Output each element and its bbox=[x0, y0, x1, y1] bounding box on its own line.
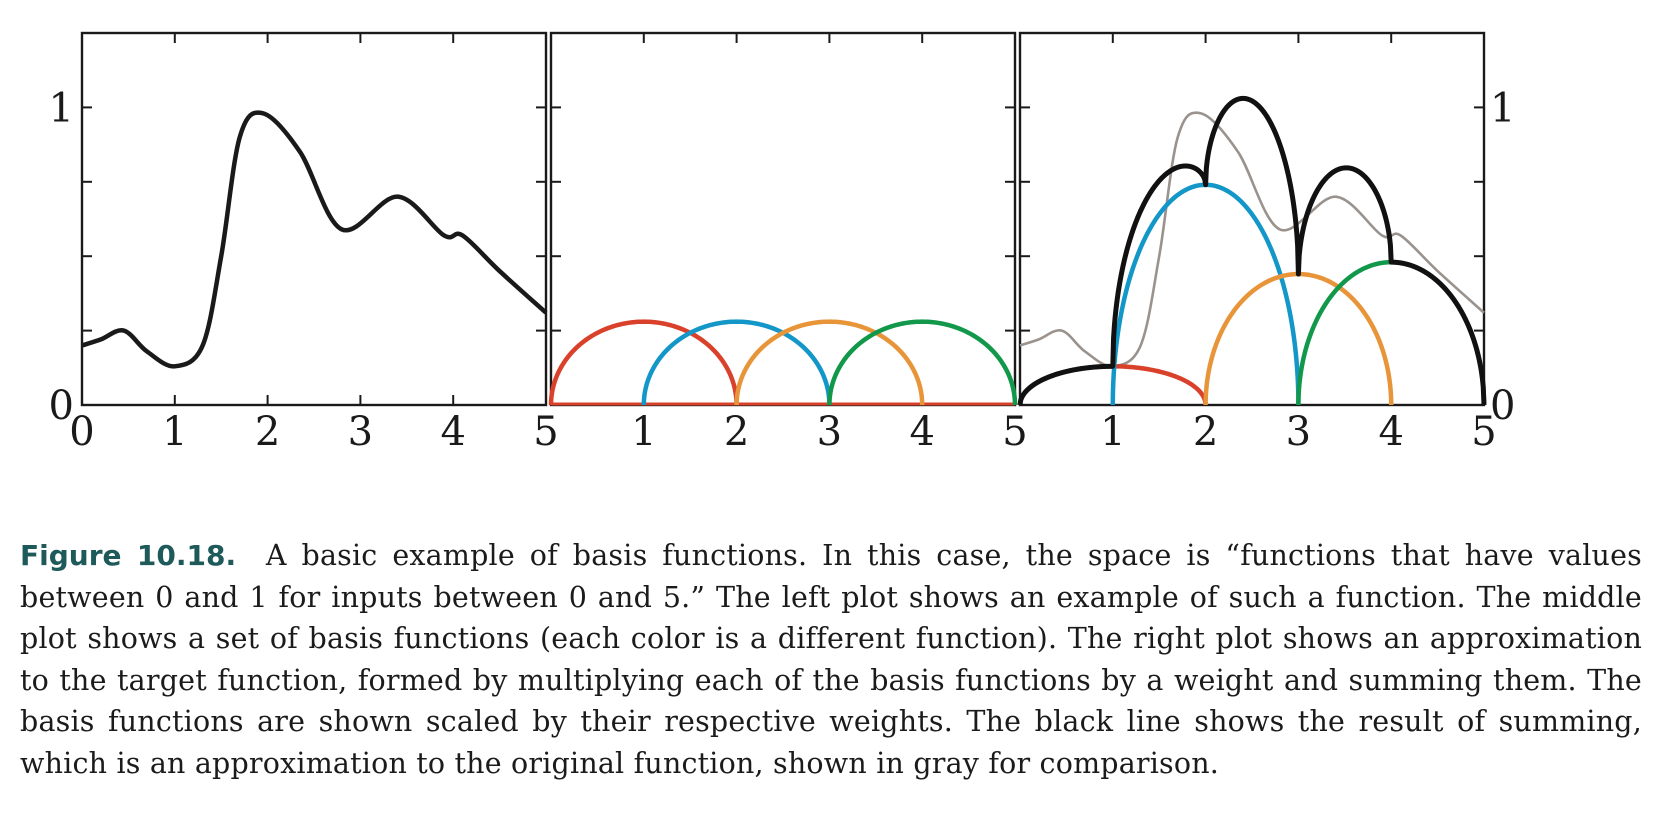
plot-frame bbox=[80, 31, 548, 407]
plot-frame bbox=[549, 31, 1017, 407]
target-function-gray-line bbox=[1019, 111, 1485, 368]
x-tick-label: 1 bbox=[631, 409, 656, 455]
x-tick-label: 3 bbox=[817, 409, 842, 455]
x-tick-label: 0 bbox=[69, 409, 94, 455]
figure-caption: Figure 10.18. A basic example of basis f… bbox=[20, 535, 1642, 784]
x-tick-label: 4 bbox=[440, 409, 465, 455]
y-tick-label: 0 bbox=[1490, 383, 1515, 429]
right-plot: 1 2 3 4 50 1 bbox=[1017, 31, 1515, 455]
x-tick-label: 5 bbox=[1471, 409, 1496, 455]
plot-frame bbox=[1018, 31, 1486, 407]
x-tick-label: 4 bbox=[909, 409, 934, 455]
x-tick-label: 1 bbox=[162, 409, 187, 455]
x-tick-label: 5 bbox=[1002, 409, 1027, 455]
x-tick-label: 2 bbox=[1193, 409, 1218, 455]
sum-approximation-line bbox=[1017, 95, 1487, 406]
caption-text: A basic example of basis functions. In t… bbox=[20, 539, 1642, 780]
basis-function-2 bbox=[641, 319, 832, 406]
middle-plot: 1 2 3 4 5 bbox=[548, 31, 1028, 455]
x-tick-label: 2 bbox=[724, 409, 749, 455]
x-tick-label: 4 bbox=[1378, 409, 1403, 455]
target-function-line bbox=[81, 110, 548, 369]
scaled-basis-2 bbox=[1110, 182, 1301, 406]
basis-function-3 bbox=[734, 319, 925, 406]
left-plot: 0 1 2 3 4 5 0 1 bbox=[49, 31, 559, 455]
basis-function-1 bbox=[548, 319, 739, 406]
figure-label: Figure 10.18. bbox=[20, 539, 237, 572]
basis-function-4 bbox=[827, 319, 1018, 406]
x-tick-label: 2 bbox=[255, 409, 280, 455]
x-tick-label: 3 bbox=[1286, 409, 1311, 455]
y-tick-label: 1 bbox=[49, 85, 74, 131]
x-tick-label: 5 bbox=[533, 409, 558, 455]
x-tick-label: 1 bbox=[1100, 409, 1125, 455]
y-tick-label: 0 bbox=[49, 383, 74, 429]
x-tick-label: 3 bbox=[348, 409, 373, 455]
y-tick-label: 1 bbox=[1490, 85, 1515, 131]
